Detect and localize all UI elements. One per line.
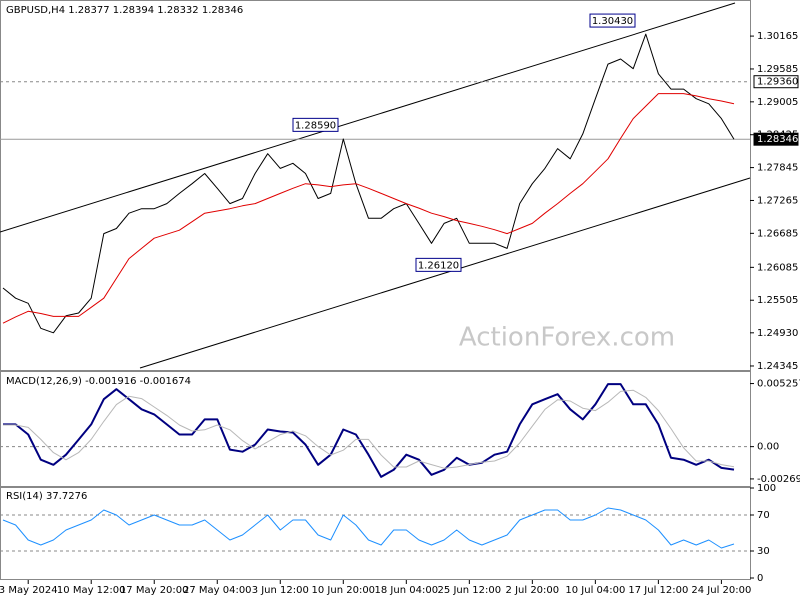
y-tick-label: 1.29005 (757, 97, 798, 108)
level-label: 1.28346 (757, 134, 798, 145)
y-tick-label: 1.29585 (757, 64, 798, 75)
rsi-panel (0, 487, 751, 580)
series-line (2, 33, 735, 334)
macd-panel (0, 371, 751, 487)
y-tick-label: 70 (757, 510, 770, 521)
annotation-label: 1.30430 (592, 16, 633, 27)
main-panel (0, 0, 751, 371)
x-tick-label: 3 May 2024 (0, 585, 58, 596)
y-tick-label: 1.24930 (757, 328, 798, 339)
x-tick-label: 10 Jun 20:00 (312, 585, 376, 596)
rsi-title: RSI(14) 37.7276 (6, 491, 87, 502)
main-title: GBPUSD,H4 1.28377 1.28394 1.28332 1.2834… (6, 5, 243, 16)
channel-lower (139, 177, 751, 369)
x-tick-label: 18 Jun 04:00 (375, 585, 439, 596)
series-line (2, 507, 735, 549)
x-tick-label: 24 Jul 20:00 (691, 585, 751, 596)
annotation-box (589, 13, 636, 28)
x-tick-label: 3 Jun 12:00 (252, 585, 309, 596)
y-tick-label: 0 (757, 573, 763, 584)
y-tick-label: 30 (757, 546, 770, 557)
series-line (3, 383, 735, 478)
y-tick-label: -0.00269 (757, 474, 800, 485)
level-box (753, 132, 799, 146)
annotation-box (415, 257, 462, 272)
series-line (3, 389, 735, 469)
x-tick-label: 25 Jun 12:00 (438, 585, 502, 596)
annotation-label: 1.26120 (418, 260, 459, 271)
y-tick-label: 100 (757, 483, 776, 494)
y-tick-label: 1.26085 (757, 262, 798, 273)
level-label: 1.29360 (757, 77, 798, 88)
annotation-label: 1.28590 (295, 120, 336, 131)
series-line (2, 93, 735, 324)
x-tick-label: 17 Jul 12:00 (628, 585, 688, 596)
macd-title: MACD(12,26,9) -0.001916 -0.001674 (6, 376, 191, 387)
x-tick-label: 2 Jul 20:00 (506, 585, 560, 596)
y-tick-label: 1.25505 (757, 295, 798, 306)
channel-upper (0, 2, 736, 233)
level-box (753, 75, 799, 89)
y-tick-label: 0.00 (757, 442, 779, 453)
annotation-box (292, 117, 339, 132)
x-tick-label: 27 May 04:00 (183, 585, 252, 596)
watermark: ActionForex.com (459, 323, 675, 353)
y-tick-label: 1.24345 (757, 361, 798, 372)
y-tick-label: 1.27845 (757, 163, 798, 174)
x-tick-label: 10 May 12:00 (57, 585, 126, 596)
y-tick-label: 1.27265 (757, 195, 798, 206)
x-tick-label: 17 May 20:00 (120, 585, 189, 596)
x-tick-label: 10 Jul 04:00 (565, 585, 625, 596)
y-tick-label: 1.30165 (757, 31, 798, 42)
y-tick-label: 0.005257 (757, 379, 800, 390)
y-tick-label: 1.26685 (757, 228, 798, 239)
